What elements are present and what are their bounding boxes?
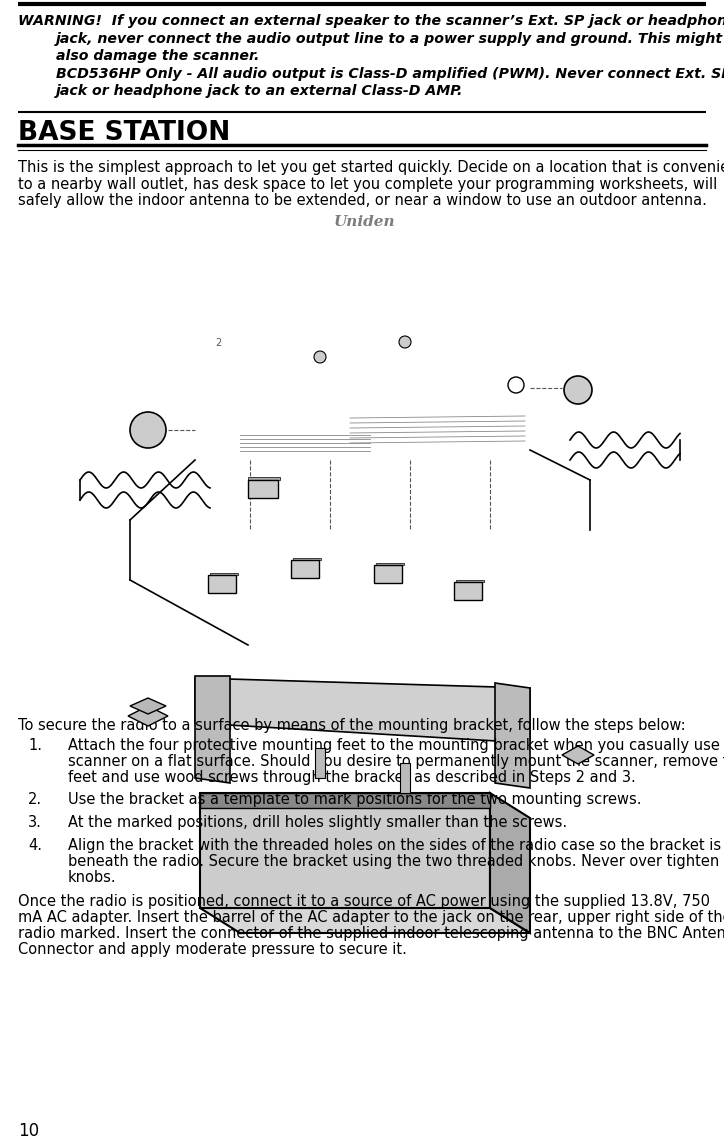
Polygon shape: [490, 793, 530, 933]
Text: to a nearby wall outlet, has desk space to let you complete your programming wor: to a nearby wall outlet, has desk space …: [18, 176, 717, 191]
Text: beneath the radio. Secure the bracket using the two threaded knobs. Never over t: beneath the radio. Secure the bracket us…: [68, 854, 724, 868]
Circle shape: [130, 412, 166, 448]
Text: feet and use wood screws through the bracket as described in Steps 2 and 3.: feet and use wood screws through the bra…: [68, 769, 636, 784]
Text: jack or headphone jack to an external Class-D AMP.: jack or headphone jack to an external Cl…: [56, 84, 463, 98]
Text: also damage the scanner.: also damage the scanner.: [56, 49, 259, 63]
Polygon shape: [128, 706, 168, 726]
Text: 1.: 1.: [28, 739, 42, 753]
Polygon shape: [456, 580, 484, 582]
Polygon shape: [195, 678, 530, 743]
Text: mA AC adapter. Insert the barrel of the AC adapter to the jack on the rear, uppe: mA AC adapter. Insert the barrel of the …: [18, 910, 724, 925]
Text: jack, never connect the audio output line to a power supply and ground. This mig: jack, never connect the audio output lin…: [56, 32, 723, 46]
Polygon shape: [495, 683, 530, 787]
Text: 3.: 3.: [28, 815, 42, 831]
Text: 2: 2: [215, 338, 222, 348]
Polygon shape: [374, 564, 402, 583]
Polygon shape: [376, 563, 404, 564]
Circle shape: [508, 377, 524, 393]
Text: 10: 10: [18, 1122, 39, 1138]
Text: BCD536HP Only - All audio output is Class-D amplified (PWM). Never connect Ext. : BCD536HP Only - All audio output is Clas…: [56, 66, 724, 81]
Text: Connector and apply moderate pressure to secure it.: Connector and apply moderate pressure to…: [18, 942, 407, 957]
Circle shape: [564, 376, 592, 404]
Text: 4.: 4.: [28, 838, 42, 854]
Polygon shape: [248, 480, 278, 498]
Polygon shape: [208, 575, 236, 593]
Circle shape: [314, 351, 326, 363]
Text: Attach the four protective mounting feet to the mounting bracket when you casual: Attach the four protective mounting feet…: [68, 739, 724, 753]
Text: safely allow the indoor antenna to be extended, or near a window to use an outdo: safely allow the indoor antenna to be ex…: [18, 193, 707, 208]
Polygon shape: [293, 558, 321, 560]
Text: WARNING!  If you connect an external speaker to the scanner’s Ext. SP jack or he: WARNING! If you connect an external spea…: [18, 14, 724, 28]
Text: At the marked positions, drill holes slightly smaller than the screws.: At the marked positions, drill holes sli…: [68, 815, 567, 831]
Polygon shape: [248, 477, 280, 480]
Text: knobs.: knobs.: [68, 869, 117, 884]
Text: Once the radio is positioned, connect it to a source of AC power using the suppl: Once the radio is positioned, connect it…: [18, 894, 710, 909]
Polygon shape: [195, 676, 230, 783]
Text: radio marked. Insert the connector of the supplied indoor telescoping antenna to: radio marked. Insert the connector of th…: [18, 926, 724, 941]
Text: Align the bracket with the threaded holes on the sides of the radio case so the : Align the bracket with the threaded hole…: [68, 838, 721, 854]
Text: Uniden: Uniden: [334, 215, 396, 229]
Text: 2.: 2.: [28, 792, 42, 807]
Circle shape: [399, 336, 411, 348]
Polygon shape: [315, 748, 325, 778]
Polygon shape: [130, 698, 166, 714]
Text: BASE STATION: BASE STATION: [18, 119, 230, 146]
Text: This is the simplest approach to let you get started quickly. Decide on a locati: This is the simplest approach to let you…: [18, 160, 724, 175]
Polygon shape: [200, 793, 490, 908]
Polygon shape: [400, 762, 410, 793]
Text: scanner on a flat surface. Should you desire to permanently mount the scanner, r: scanner on a flat surface. Should you de…: [68, 753, 724, 769]
Polygon shape: [291, 560, 319, 578]
Polygon shape: [200, 793, 490, 808]
Polygon shape: [454, 582, 482, 600]
Polygon shape: [210, 574, 238, 575]
Polygon shape: [562, 747, 594, 764]
Text: Use the bracket as a template to mark positions for the two mounting screws.: Use the bracket as a template to mark po…: [68, 792, 641, 807]
Polygon shape: [200, 908, 530, 933]
Text: To secure the radio to a surface by means of the mounting bracket, follow the st: To secure the radio to a surface by mean…: [18, 718, 686, 733]
